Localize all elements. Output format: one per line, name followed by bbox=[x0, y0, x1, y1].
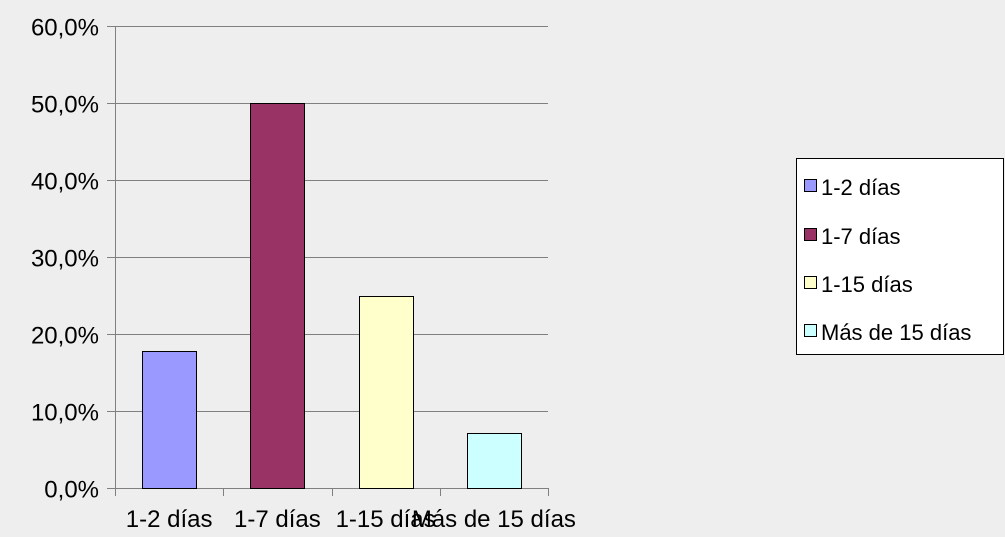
y-tick-labels: 0,0% 10,0% 20,0% 30,0% 40,0% 50,0% 60,0% bbox=[31, 15, 99, 504]
legend-label: 1-15 días bbox=[821, 272, 913, 297]
bar-2 bbox=[250, 103, 305, 489]
y-tick-label: 50,0% bbox=[31, 92, 99, 119]
legend-label: 1-2 días bbox=[821, 175, 901, 200]
legend-label: 1-7 días bbox=[821, 224, 901, 249]
x-tick-label: Más de 15 días bbox=[412, 506, 576, 533]
x-tick-label: 1-7 días bbox=[234, 506, 321, 533]
legend: 1-2 días 1-7 días 1-15 días Más de 15 días bbox=[796, 158, 1004, 355]
legend-box bbox=[796, 158, 1004, 355]
y-tick-label: 20,0% bbox=[31, 323, 99, 350]
legend-label: Más de 15 días bbox=[821, 320, 971, 345]
y-tick-label: 40,0% bbox=[31, 169, 99, 196]
bars bbox=[142, 103, 522, 489]
x-tick-label: 1-15 días bbox=[336, 506, 436, 533]
y-tick-label: 30,0% bbox=[31, 246, 99, 273]
gridlines bbox=[115, 26, 548, 412]
legend-swatch bbox=[804, 179, 817, 192]
bar-1 bbox=[142, 351, 197, 489]
bar-4 bbox=[467, 433, 522, 489]
legend-swatch bbox=[804, 276, 817, 289]
y-tick-label: 0,0% bbox=[44, 477, 99, 504]
y-tick-label: 10,0% bbox=[31, 400, 99, 427]
y-tick-label: 60,0% bbox=[31, 15, 99, 42]
x-tick-label: 1-2 días bbox=[126, 506, 213, 533]
legend-swatch bbox=[804, 324, 817, 337]
legend-swatch bbox=[804, 228, 817, 241]
bar-3 bbox=[359, 296, 414, 489]
